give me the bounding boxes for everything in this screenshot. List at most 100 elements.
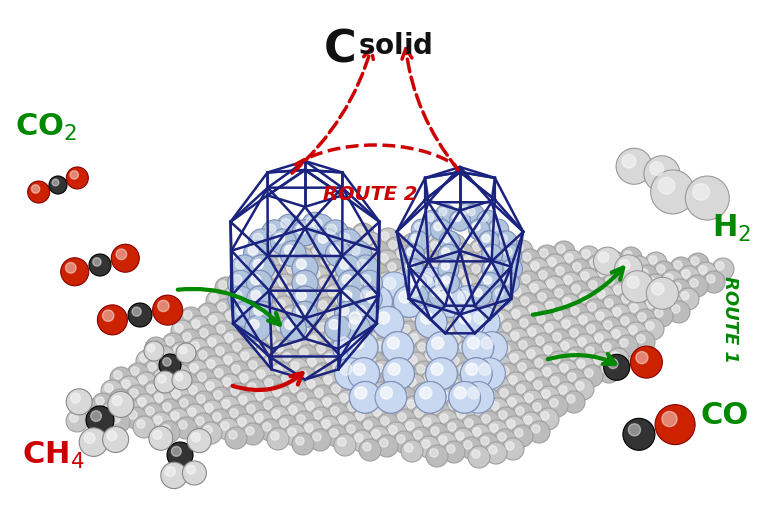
Circle shape <box>496 385 518 407</box>
Circle shape <box>431 363 443 375</box>
Circle shape <box>458 312 471 324</box>
Circle shape <box>456 247 464 255</box>
Circle shape <box>154 371 176 393</box>
Circle shape <box>481 252 489 260</box>
Circle shape <box>350 312 361 324</box>
Circle shape <box>183 333 191 341</box>
Circle shape <box>432 337 444 349</box>
Circle shape <box>477 248 499 270</box>
Circle shape <box>230 409 238 417</box>
Circle shape <box>337 286 364 312</box>
Circle shape <box>275 233 284 243</box>
Circle shape <box>461 358 492 390</box>
Circle shape <box>458 388 466 396</box>
Circle shape <box>652 283 674 305</box>
Circle shape <box>196 417 204 425</box>
Circle shape <box>296 437 304 445</box>
Circle shape <box>322 420 330 428</box>
Circle shape <box>481 345 503 367</box>
Circle shape <box>664 296 672 304</box>
Circle shape <box>449 401 457 409</box>
Circle shape <box>469 219 490 240</box>
Circle shape <box>514 359 536 381</box>
Circle shape <box>219 281 227 289</box>
Circle shape <box>473 336 495 358</box>
Circle shape <box>439 231 460 252</box>
Circle shape <box>410 427 432 449</box>
Circle shape <box>342 291 352 300</box>
Circle shape <box>332 385 340 393</box>
Text: CO$_2$: CO$_2$ <box>15 112 77 143</box>
Circle shape <box>523 253 531 261</box>
Circle shape <box>646 277 678 309</box>
Circle shape <box>354 271 362 279</box>
Circle shape <box>355 249 363 257</box>
Circle shape <box>444 419 466 441</box>
Circle shape <box>552 355 560 363</box>
Circle shape <box>594 356 602 364</box>
Circle shape <box>360 417 382 439</box>
Circle shape <box>275 252 297 274</box>
Circle shape <box>108 391 134 418</box>
Circle shape <box>381 387 392 399</box>
Circle shape <box>249 320 259 329</box>
Circle shape <box>186 360 208 382</box>
Circle shape <box>439 251 447 259</box>
Circle shape <box>510 262 532 284</box>
Circle shape <box>311 292 319 300</box>
Circle shape <box>668 301 690 323</box>
Circle shape <box>250 247 272 269</box>
Circle shape <box>348 358 380 390</box>
Circle shape <box>314 229 340 255</box>
Circle shape <box>186 465 196 474</box>
Circle shape <box>177 373 199 395</box>
Circle shape <box>587 303 596 311</box>
Circle shape <box>558 316 580 338</box>
Circle shape <box>488 376 510 398</box>
Circle shape <box>463 278 471 286</box>
Circle shape <box>464 441 472 449</box>
Circle shape <box>293 318 301 326</box>
Circle shape <box>325 262 347 284</box>
Circle shape <box>544 254 566 276</box>
Circle shape <box>503 323 511 331</box>
Circle shape <box>276 322 284 330</box>
Circle shape <box>413 246 422 254</box>
Circle shape <box>324 376 332 384</box>
Circle shape <box>267 428 289 450</box>
Circle shape <box>477 210 498 231</box>
Circle shape <box>275 233 284 243</box>
Circle shape <box>388 356 410 378</box>
Circle shape <box>475 384 483 392</box>
Circle shape <box>393 246 415 268</box>
Circle shape <box>284 239 306 261</box>
Circle shape <box>193 391 215 413</box>
Circle shape <box>358 276 380 298</box>
Circle shape <box>433 383 441 391</box>
Circle shape <box>677 288 699 310</box>
Circle shape <box>184 404 206 426</box>
Circle shape <box>345 377 367 399</box>
Circle shape <box>197 395 205 403</box>
Circle shape <box>329 429 338 437</box>
Circle shape <box>322 235 330 243</box>
Circle shape <box>555 382 577 404</box>
Circle shape <box>350 267 372 289</box>
Circle shape <box>590 259 598 267</box>
Circle shape <box>83 406 105 428</box>
Circle shape <box>617 313 639 335</box>
Circle shape <box>262 220 287 246</box>
Circle shape <box>205 312 227 334</box>
Circle shape <box>165 359 173 367</box>
Circle shape <box>485 248 493 256</box>
Circle shape <box>116 249 127 260</box>
Circle shape <box>379 369 401 391</box>
Circle shape <box>524 416 532 424</box>
Circle shape <box>340 259 350 269</box>
Circle shape <box>430 357 452 379</box>
Circle shape <box>246 270 273 296</box>
Circle shape <box>368 426 390 448</box>
Circle shape <box>686 275 708 297</box>
Circle shape <box>526 372 534 380</box>
Circle shape <box>465 327 487 349</box>
